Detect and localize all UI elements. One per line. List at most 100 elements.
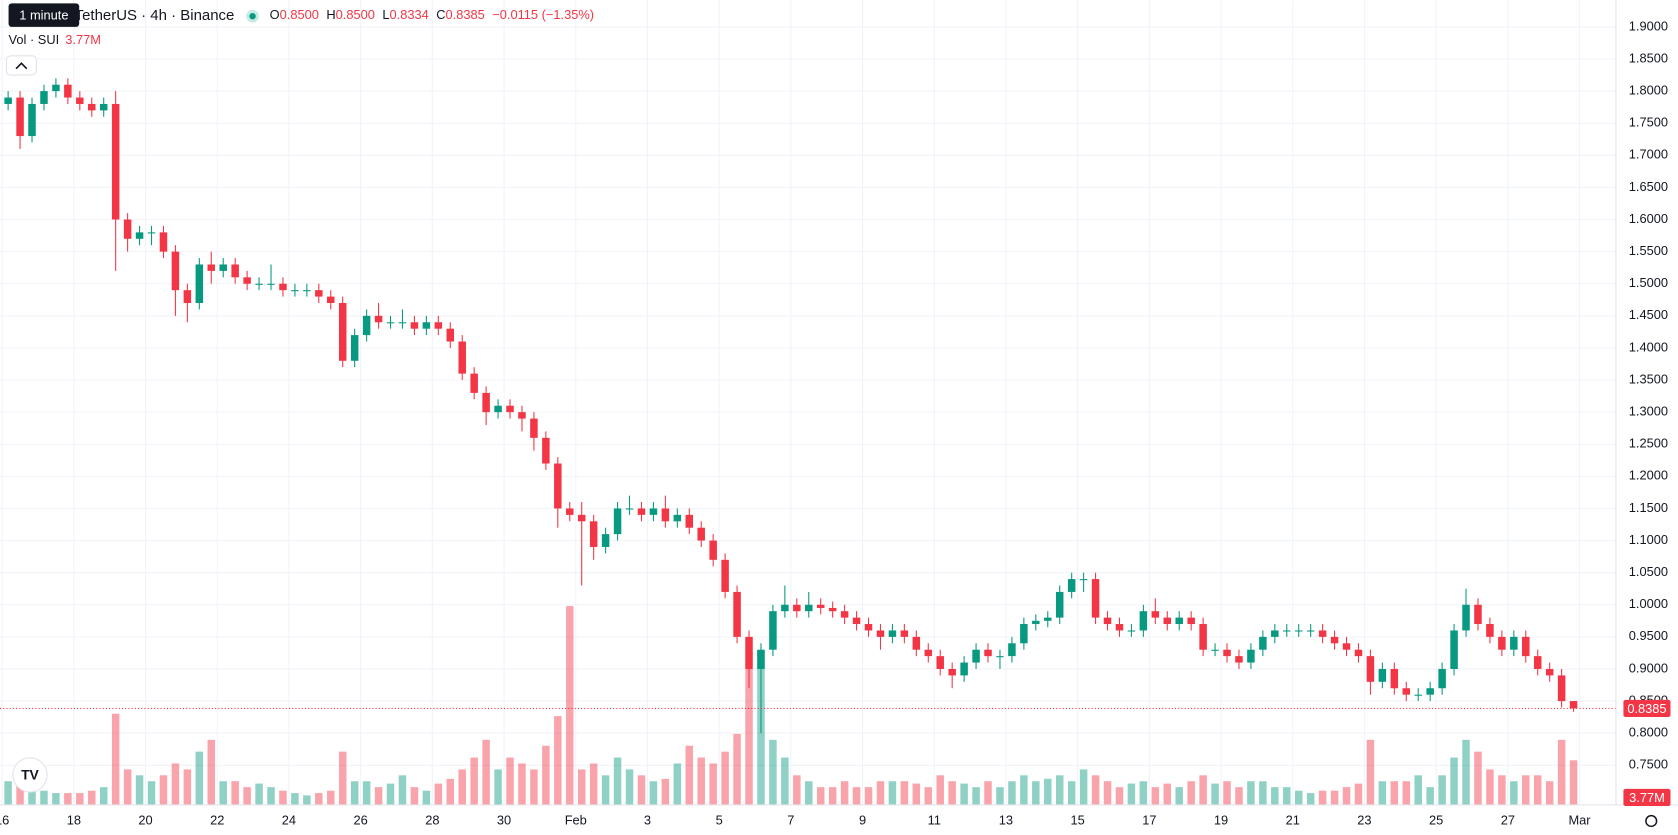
x-tick-label: 28 <box>425 812 439 827</box>
candle-body <box>338 302 347 361</box>
candle-body <box>900 630 909 637</box>
ohlc-legend: O0.8500 H0.8500 L0.8334 C0.8385 −0.0115 (−1.… <box>270 8 594 23</box>
candle-body <box>1283 630 1291 632</box>
y-tick-label: 1.6500 <box>1629 179 1668 194</box>
last-price-label: 0.8385 <box>1627 701 1666 716</box>
volume-bar <box>805 781 813 805</box>
candle-body <box>1079 579 1088 581</box>
volume-bar <box>542 745 550 805</box>
volume-bar <box>243 787 251 805</box>
candle-body <box>1462 604 1470 631</box>
volume-bar <box>446 778 455 805</box>
candle-body <box>625 508 634 510</box>
candle-body <box>637 508 646 515</box>
volume-bar <box>410 787 419 805</box>
volume-bar <box>1450 757 1458 805</box>
candle-body <box>733 591 741 637</box>
candle-body <box>1354 649 1363 657</box>
candle-body <box>1366 656 1375 682</box>
volume-bar <box>159 775 168 805</box>
collapse-button[interactable] <box>5 55 37 76</box>
volume-bar <box>1522 775 1530 805</box>
volume-bar <box>888 781 897 805</box>
settings-icon[interactable] <box>1645 814 1658 828</box>
volume-bar <box>601 775 610 805</box>
candle-body <box>1055 591 1064 618</box>
x-tick-label: 17 <box>1142 812 1156 827</box>
y-tick-label: 1.0500 <box>1629 564 1668 579</box>
candle-body <box>231 264 239 278</box>
volume-bar <box>828 787 837 805</box>
volume-bar <box>1055 775 1064 805</box>
x-tick-label: 15 <box>1071 812 1085 827</box>
candle-body <box>1103 617 1112 625</box>
candle-body <box>434 322 443 329</box>
volume-bar <box>577 769 586 805</box>
candle-body <box>255 283 263 285</box>
volume-bar <box>303 795 311 805</box>
volume-bar <box>76 793 84 805</box>
candle-body <box>709 540 717 560</box>
candle-body <box>291 290 299 292</box>
volume-bar <box>876 781 885 805</box>
candle-body <box>374 315 383 323</box>
volume-bar <box>1235 787 1243 805</box>
candle-body <box>159 232 168 252</box>
candle-body <box>1486 624 1494 637</box>
candle-body <box>64 84 72 98</box>
candle-body <box>350 335 359 361</box>
candle-body <box>876 630 885 637</box>
candle-body <box>88 103 96 111</box>
candle-body <box>972 649 980 663</box>
candle-body <box>518 412 526 419</box>
y-tick-label: 1.8500 <box>1629 50 1668 65</box>
volume-bar <box>816 787 825 805</box>
candle-body <box>793 604 801 612</box>
tv-logo-mark: TV <box>21 767 39 783</box>
x-tick-label: 27 <box>1501 812 1515 827</box>
volume-bar <box>649 781 658 805</box>
y-tick-label: 1.5500 <box>1629 243 1668 258</box>
candle-body <box>195 264 204 303</box>
volume-bar <box>972 787 980 805</box>
volume-bar <box>1247 781 1255 805</box>
volume-value: 3.77M <box>65 32 101 47</box>
y-tick-label: 1.9000 <box>1629 18 1668 33</box>
volume-bar <box>52 793 60 805</box>
candle-body <box>769 611 777 650</box>
volume-bar <box>231 781 239 805</box>
volume-bar <box>28 787 36 805</box>
candle-body <box>1223 649 1231 657</box>
volume-bar <box>1139 781 1148 805</box>
volume-bar <box>482 739 490 805</box>
volume-bar <box>1438 775 1446 805</box>
volume-bar <box>685 745 694 805</box>
volume-bar <box>924 787 933 805</box>
volume-bar <box>1498 775 1506 805</box>
volume-bar <box>637 775 646 805</box>
volume-bar <box>1127 783 1136 805</box>
tv-logo[interactable] <box>12 757 48 793</box>
candle-body <box>52 84 60 92</box>
candle-body <box>996 656 1004 658</box>
volume-bar <box>255 783 263 805</box>
candle-body <box>1211 649 1219 651</box>
y-tick-label: 1.5000 <box>1629 275 1668 290</box>
ohlc-key: L <box>382 8 389 23</box>
x-tick-label: 5 <box>716 812 723 827</box>
candle-body <box>1067 579 1076 592</box>
tooltip-bg <box>8 3 80 27</box>
volume-bar <box>195 751 204 805</box>
candle-body <box>1127 630 1136 632</box>
candle-body <box>1545 668 1554 676</box>
candle-body <box>1044 617 1052 621</box>
candle-body <box>219 264 227 271</box>
volume-bar <box>697 757 705 805</box>
volume-bar <box>1115 787 1124 805</box>
volume-bar <box>1533 775 1542 805</box>
volume-bar <box>111 713 120 805</box>
candle-body <box>589 521 598 547</box>
candle-body <box>410 322 419 329</box>
volume-bar <box>1330 790 1339 805</box>
